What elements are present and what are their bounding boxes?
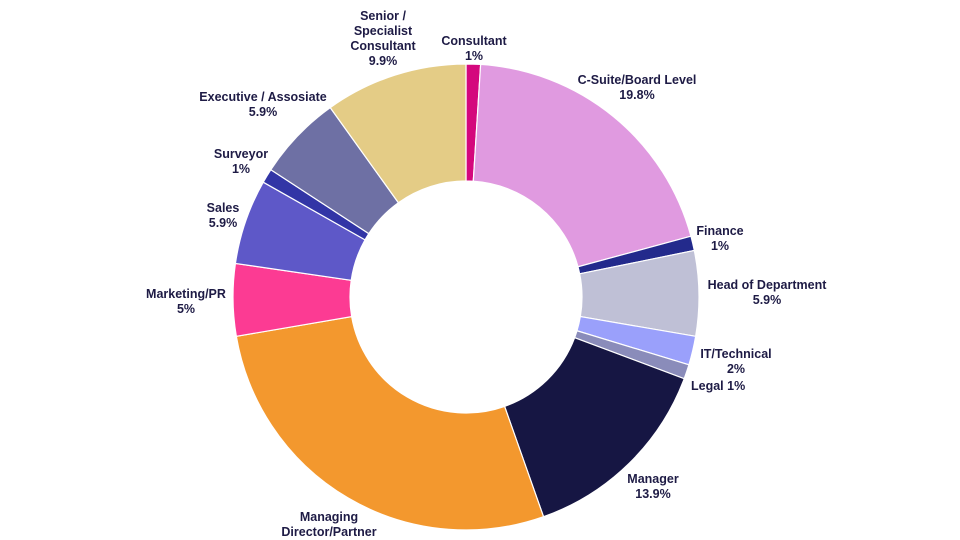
slice-managing-director-partner	[235, 315, 545, 531]
slice-label-surveyor: Surveyor 1%	[214, 147, 268, 176]
slice-label-consultant: Consultant 1%	[441, 34, 507, 63]
slice-label-senior-specialist-consultant: Senior / Specialist Consultant 9.9%	[350, 9, 416, 68]
slice-label-finance: Finance 1%	[696, 224, 743, 253]
slice-label-manager: Manager 13.9%	[627, 472, 679, 501]
slice-label-sales: Sales 5.9%	[207, 201, 240, 230]
slice-label-executive-assosiate: Executive / Assosiate 5.9%	[199, 90, 326, 119]
slice-label-marketing-pr: Marketing/PR 5%	[146, 287, 226, 316]
slice-label-managing-director-partner: Managing Director/Partner	[281, 510, 376, 539]
slice-label-c-suite-board-level: C-Suite/Board Level 19.8%	[578, 73, 697, 102]
slice-label-head-of-department: Head of Department 5.9%	[708, 278, 828, 307]
slice-c-suite-board-level	[472, 63, 692, 268]
slice-label-it-technical: IT/Technical 2%	[700, 347, 771, 376]
slice-label-legal: Legal 1%	[691, 379, 745, 393]
slice-senior-specialist-consultant	[329, 63, 467, 204]
